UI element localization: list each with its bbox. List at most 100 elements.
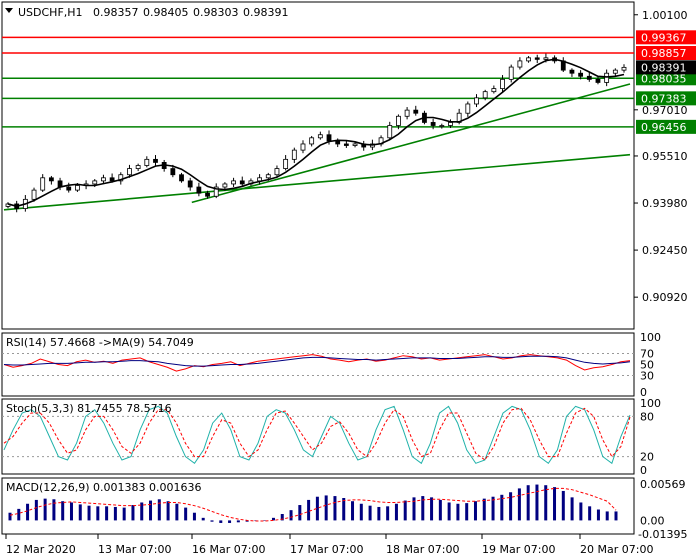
ohlc-close: 0.98391 [243, 6, 289, 19]
price-tick-label: 1.00100 [642, 9, 688, 22]
macd-bar [140, 502, 144, 521]
macd-bar [473, 501, 477, 521]
price-panel[interactable] [1, 1, 635, 330]
macd-bar [219, 520, 223, 523]
macd-bar [192, 512, 196, 521]
stoch-title: Stoch(5,3,3) 81.7455 78.5716 [6, 402, 172, 415]
macd-bar [561, 490, 565, 521]
macd-bar [359, 503, 363, 521]
candle-body [291, 149, 297, 160]
candle-body [517, 60, 523, 68]
candle-body [92, 180, 98, 185]
macd-bar [307, 499, 311, 521]
candle-body [187, 180, 193, 188]
macd-bar [43, 498, 47, 521]
macd-bar [614, 511, 618, 521]
candle-body [213, 186, 219, 197]
macd-bar [34, 499, 38, 521]
macd-tick-label: -0.01395 [638, 528, 687, 541]
candle-body [500, 78, 505, 89]
macd-bar [509, 492, 513, 521]
macd-bar [605, 511, 609, 521]
macd-bar [201, 517, 205, 521]
macd-bar [342, 498, 346, 521]
candle-body [283, 158, 289, 169]
macd-bar [324, 495, 328, 521]
price-layer [2, 36, 634, 213]
macd-bar [315, 496, 319, 521]
macd-bar [438, 499, 442, 521]
macd-bar [535, 484, 539, 521]
candle-body [413, 109, 419, 114]
candle-body [222, 183, 228, 188]
candle-body [127, 168, 132, 176]
macd-bar [184, 507, 188, 521]
macd-bar [8, 512, 12, 521]
candle-body [387, 125, 393, 139]
ohlc-low: 0.98303 [193, 6, 239, 19]
candle-body [153, 158, 158, 163]
time-tick-label: 13 Mar 07:00 [98, 543, 171, 556]
rsi-ma-line [3, 355, 631, 367]
rsi-title: RSI(14) 57.4668 ->MA(9) 54.7049 [6, 336, 194, 349]
candle-body [569, 69, 575, 74]
price-tick-label: 0.97010 [642, 104, 688, 117]
macd-bar [596, 509, 600, 521]
macd-bar [113, 506, 117, 521]
macd-bar [430, 497, 434, 521]
macd-bar [69, 502, 73, 521]
stoch-panel[interactable] [1, 398, 635, 475]
candle-body [621, 66, 627, 71]
macd-bar [26, 503, 30, 521]
level-tag-0.99367 [636, 30, 696, 45]
macd-bar [245, 520, 249, 522]
candle-body [239, 180, 245, 185]
macd-bar [271, 517, 275, 521]
macd-bar [553, 487, 557, 521]
level-label-0.99367: 0.99367 [641, 31, 687, 44]
stoch-tick-label: 20 [640, 451, 654, 464]
current-price-tag [636, 60, 696, 75]
candle-body [439, 125, 445, 127]
rsi-panel[interactable] [1, 332, 635, 397]
macd-bar [351, 501, 355, 521]
rsi-tick-label: 100 [640, 331, 661, 344]
macd-bar [122, 507, 126, 521]
macd-bar [263, 520, 267, 521]
macd-bar [386, 506, 390, 521]
candle-body [578, 72, 584, 77]
candle-body [109, 177, 115, 182]
price-tick-label: 0.93980 [642, 197, 688, 210]
price-tick-label: 0.95510 [642, 150, 688, 163]
macd-bar [210, 520, 214, 522]
candle-body [205, 192, 210, 197]
stoch-tick-label: 0 [640, 464, 647, 477]
stoch-signal-line [3, 407, 631, 461]
candle-body [508, 66, 514, 80]
macd-bar [166, 501, 170, 521]
macd-bar [579, 502, 583, 521]
ohlc-open: 0.98357 [93, 6, 139, 19]
candle-body [526, 57, 531, 62]
macd-bar [228, 520, 232, 523]
macd-bar [588, 506, 592, 521]
macd-bar [544, 485, 548, 521]
candle-body [404, 109, 410, 117]
macd-bar [412, 497, 416, 521]
symbol-dropdown-icon[interactable] [5, 8, 13, 13]
macd-bar [61, 501, 65, 521]
level-tag-0.96456 [636, 119, 696, 134]
macd-bar [394, 503, 398, 521]
rsi-line [3, 354, 631, 372]
time-tick-label: 17 Mar 07:00 [290, 543, 363, 556]
macd-bar [17, 508, 21, 521]
trendline-2 [191, 83, 631, 204]
candle-body [40, 177, 46, 191]
level-tag-0.98035 [636, 71, 696, 86]
candle-body [352, 143, 358, 146]
macd-tick-label: 0.00 [640, 514, 665, 527]
macd-bar [500, 494, 504, 521]
candle-body [482, 91, 488, 99]
indicator-layer [2, 353, 634, 523]
